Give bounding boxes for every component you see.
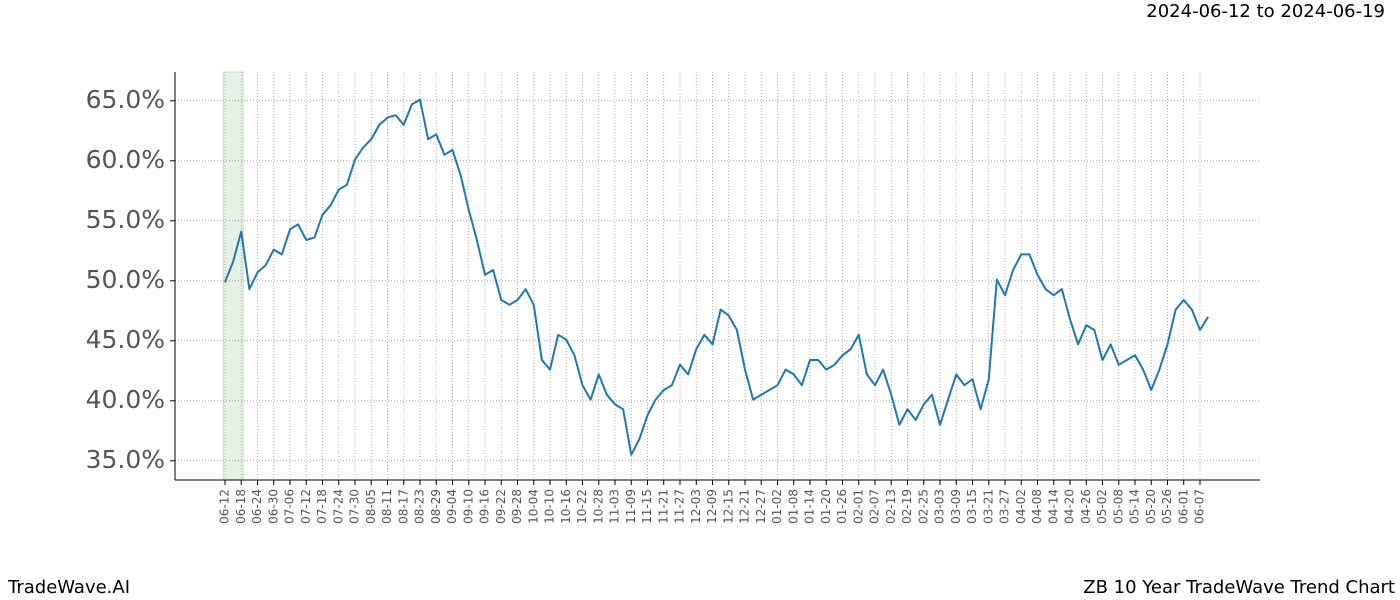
x-tick-label: 11-09 [624, 489, 638, 524]
x-tick-label: 01-26 [835, 489, 849, 524]
x-tick-label: 10-22 [575, 489, 589, 524]
x-tick-label: 10-16 [559, 489, 573, 524]
x-tick-label: 02-19 [900, 489, 914, 524]
x-tick-label: 07-06 [283, 489, 297, 524]
x-tick-label: 05-26 [1160, 489, 1174, 524]
x-tick-label: 03-03 [933, 489, 947, 524]
x-tick-label: 02-07 [868, 489, 882, 524]
x-tick-label: 08-17 [396, 489, 410, 524]
y-tick-label: 55.0% [86, 205, 165, 234]
x-tick-label: 03-27 [998, 489, 1012, 524]
x-tick-label: 10-10 [543, 489, 557, 524]
x-tick-label: 05-08 [1111, 489, 1125, 524]
x-tick-label: 03-09 [949, 489, 963, 524]
x-tick-label: 10-04 [526, 489, 540, 524]
x-tick-label: 09-22 [494, 489, 508, 524]
x-tick-label: 07-12 [299, 489, 313, 524]
x-tick-label: 06-07 [1193, 489, 1207, 524]
x-tick-label: 05-20 [1144, 489, 1158, 524]
x-tick-label: 05-14 [1128, 489, 1142, 524]
x-tick-label: 06-18 [234, 489, 248, 524]
brand: TradeWave.AI [7, 577, 130, 598]
x-tick-label: 09-16 [478, 489, 492, 524]
x-tick-label: 04-20 [1063, 489, 1077, 524]
x-tick-label: 02-13 [884, 489, 898, 524]
x-tick-label: 12-21 [738, 489, 752, 524]
x-tick-label: 07-24 [331, 489, 345, 524]
y-tick-label: 60.0% [86, 145, 165, 174]
x-tick-label: 11-15 [640, 489, 654, 524]
x-tick-label: 04-08 [1030, 489, 1044, 524]
y-tick-label: 45.0% [86, 325, 165, 354]
x-tick-label: 06-24 [250, 489, 264, 524]
x-tick-label: 12-27 [754, 489, 768, 524]
x-tick-label: 06-01 [1176, 489, 1190, 524]
x-tick-label: 06-12 [218, 489, 232, 524]
x-tick-label: 07-30 [348, 489, 362, 524]
x-tick-label: 08-23 [413, 489, 427, 524]
x-tick-label: 04-26 [1079, 489, 1093, 524]
x-tick-label: 09-28 [510, 489, 524, 524]
x-tick-label: 10-28 [591, 489, 605, 524]
x-tick-label: 08-29 [429, 489, 443, 524]
x-tick-label: 03-15 [965, 489, 979, 524]
x-tick-label: 01-20 [819, 489, 833, 524]
x-tick-label: 12-09 [705, 489, 719, 524]
x-tick-label: 06-30 [266, 489, 280, 524]
x-tick-label: 02-25 [916, 489, 930, 524]
x-tick-label: 09-04 [445, 489, 459, 524]
y-tick-label: 35.0% [86, 445, 165, 474]
x-tick-label: 11-03 [608, 489, 622, 524]
x-tick-label: 01-14 [803, 489, 817, 524]
highlight-band [222, 71, 244, 481]
x-tick-label: 03-21 [981, 489, 995, 524]
x-tick-label: 09-10 [461, 489, 475, 524]
x-tick-label: 11-27 [673, 489, 687, 524]
x-tick-label: 01-02 [770, 489, 784, 524]
trend-line [224, 98, 1209, 456]
x-tick-label: 04-02 [1014, 489, 1028, 524]
x-tick-label: 02-01 [851, 489, 865, 524]
x-tick-label: 12-15 [721, 489, 735, 524]
x-tick-label: 04-14 [1046, 489, 1060, 524]
x-tick-label: 01-08 [786, 489, 800, 524]
x-tick-label: 11-21 [656, 489, 670, 524]
x-tick-label: 12-03 [689, 489, 703, 524]
y-tick-label: 65.0% [86, 85, 165, 114]
x-tick-label: 08-05 [364, 489, 378, 524]
chart-title: ZB 10 Year TradeWave Trend Chart [1083, 577, 1395, 598]
x-tick-label: 05-02 [1095, 489, 1109, 524]
y-tick-label: 50.0% [86, 265, 165, 294]
x-tick-label: 08-11 [380, 489, 394, 524]
y-tick-label: 40.0% [86, 385, 165, 414]
chart-subtitle: 2024-06-12 to 2024-06-19 [1146, 1, 1385, 22]
x-tick-label: 07-18 [315, 489, 329, 524]
